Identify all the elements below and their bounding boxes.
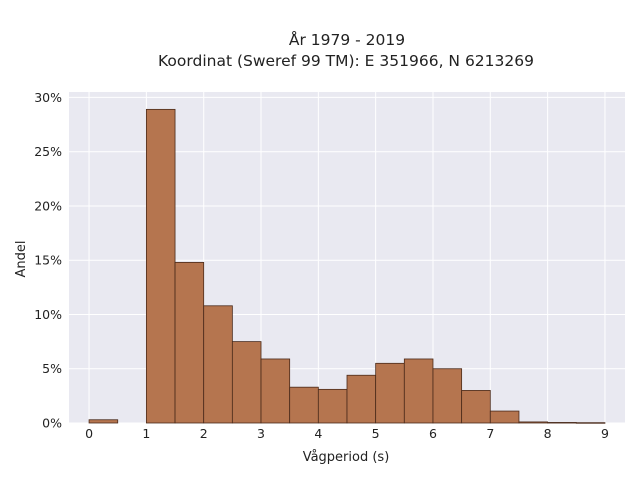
y-tick-label: 15% [34, 253, 62, 268]
histogram-bar-9 [346, 374, 377, 424]
x-tick-label: 7 [486, 426, 494, 441]
histogram-bar-17 [575, 422, 606, 424]
chart-title-line-2: Koordinat (Sweref 99 TM): E 351966, N 62… [158, 52, 534, 70]
x-tick-label: 9 [601, 426, 609, 441]
histogram-bar-11 [403, 358, 434, 424]
histogram-bar-12 [432, 368, 463, 424]
chart-title-line-1: År 1979 - 2019 [289, 30, 405, 49]
histogram-bar-14 [489, 410, 520, 424]
x-tick-label: 6 [429, 426, 437, 441]
histogram-bar-10 [375, 362, 405, 424]
histogram-bar-3 [174, 261, 205, 424]
histogram-bar-6 [260, 358, 291, 424]
histogram-bar-8 [317, 388, 348, 424]
y-tick-label: 20% [34, 198, 62, 213]
x-tick-label: 8 [544, 426, 552, 441]
x-tick-label: 0 [85, 426, 93, 441]
y-tick-label: 30% [34, 90, 62, 105]
histogram-bar-4 [203, 305, 233, 424]
histogram-bar-16 [547, 422, 577, 424]
x-axis-ticks: 0 1 2 3 4 5 6 7 8 9 [85, 426, 609, 441]
histogram-bar-0 [88, 419, 119, 424]
histogram-bar-13 [461, 390, 491, 424]
x-tick-label: 1 [142, 426, 150, 441]
x-axis-label: Vågperiod (s) [303, 450, 390, 465]
y-tick-label: 10% [34, 307, 62, 322]
y-tick-label: 25% [34, 144, 62, 159]
histogram-bar-5 [231, 341, 262, 424]
x-tick-label: 2 [200, 426, 208, 441]
x-tick-label: 3 [257, 426, 265, 441]
histogram-bar-2 [145, 108, 176, 424]
y-tick-label: 0% [42, 416, 62, 431]
x-tick-label: 4 [314, 426, 322, 441]
y-axis-ticks: 0% 5% 10% 15% 20% 25% 30% [34, 90, 62, 431]
y-tick-label: 5% [42, 361, 62, 376]
histogram-bar-15 [518, 421, 549, 424]
x-tick-label: 5 [372, 426, 380, 441]
bars [88, 108, 606, 424]
histogram-bar-7 [289, 386, 319, 424]
y-axis-label: Andel [14, 241, 29, 278]
